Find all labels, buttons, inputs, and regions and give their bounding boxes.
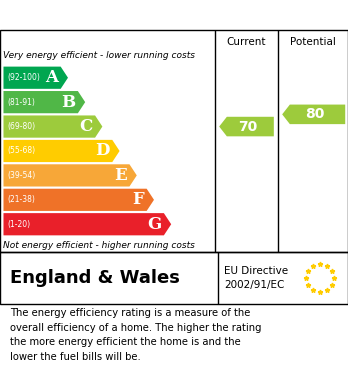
Polygon shape: [3, 189, 154, 211]
Text: E: E: [114, 167, 127, 184]
Polygon shape: [3, 213, 171, 235]
Text: England & Wales: England & Wales: [10, 269, 180, 287]
Text: EU Directive
2002/91/EC: EU Directive 2002/91/EC: [224, 266, 288, 290]
Polygon shape: [3, 91, 85, 113]
Text: Very energy efficient - lower running costs: Very energy efficient - lower running co…: [3, 51, 196, 60]
Polygon shape: [219, 117, 274, 136]
Text: C: C: [79, 118, 92, 135]
Text: (21-38): (21-38): [8, 196, 35, 204]
Polygon shape: [3, 164, 137, 187]
Text: Current: Current: [227, 37, 266, 47]
Polygon shape: [3, 66, 68, 89]
Text: 80: 80: [305, 108, 325, 121]
Text: The energy efficiency rating is a measure of the
overall efficiency of a home. T: The energy efficiency rating is a measur…: [10, 308, 262, 362]
Polygon shape: [282, 104, 345, 124]
Text: (1-20): (1-20): [8, 220, 31, 229]
Text: G: G: [147, 216, 161, 233]
Text: Energy Efficiency Rating: Energy Efficiency Rating: [10, 7, 221, 23]
Text: (81-91): (81-91): [8, 98, 35, 107]
Text: (39-54): (39-54): [8, 171, 36, 180]
Text: A: A: [45, 69, 58, 86]
Text: (69-80): (69-80): [8, 122, 36, 131]
Text: Potential: Potential: [290, 37, 336, 47]
Text: F: F: [132, 191, 144, 208]
Polygon shape: [3, 140, 120, 162]
Text: 70: 70: [238, 120, 257, 134]
Text: (55-68): (55-68): [8, 147, 36, 156]
Text: (92-100): (92-100): [8, 73, 40, 82]
Text: B: B: [61, 93, 75, 111]
Text: Not energy efficient - higher running costs: Not energy efficient - higher running co…: [3, 241, 195, 250]
Text: D: D: [95, 142, 110, 160]
Polygon shape: [3, 115, 102, 138]
